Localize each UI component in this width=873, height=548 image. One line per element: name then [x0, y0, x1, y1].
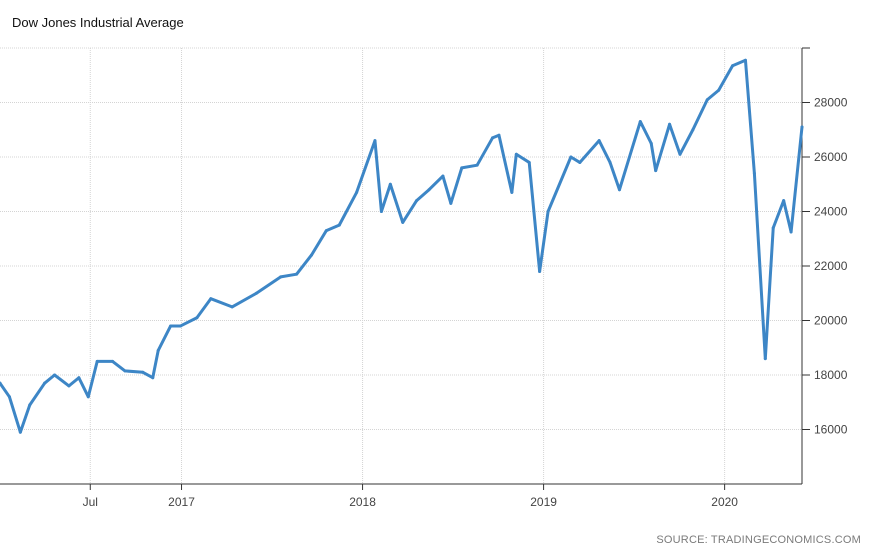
data-point [717, 88, 721, 92]
data-point [510, 190, 514, 194]
data-point [415, 199, 419, 203]
x-tick-label: 2018 [349, 495, 376, 509]
data-point [373, 139, 377, 143]
data-point [441, 174, 445, 178]
x-tick-label: 2019 [530, 495, 557, 509]
data-point [151, 376, 155, 380]
data-point [427, 188, 431, 192]
data-point [546, 210, 550, 213]
data-point [475, 163, 479, 167]
data-point [195, 316, 199, 320]
y-tick-label: 28000 [814, 96, 848, 110]
data-point [67, 384, 71, 388]
data-point [514, 152, 518, 156]
data-point [763, 357, 767, 361]
data-point [597, 139, 601, 143]
data-point [53, 373, 57, 377]
data-point [43, 381, 47, 385]
data-point [538, 269, 542, 273]
data-point [771, 226, 775, 230]
y-tick-label: 20000 [814, 314, 848, 328]
y-tick-label: 18000 [814, 368, 848, 382]
data-point [379, 210, 383, 213]
y-tick-label: 24000 [814, 205, 848, 219]
data-point [668, 122, 672, 126]
data-point [497, 133, 501, 137]
y-tick-label: 16000 [814, 423, 848, 437]
data-point [691, 128, 695, 132]
data-point [388, 182, 392, 186]
series-layer [0, 58, 804, 434]
series-line [0, 58, 804, 434]
data-point [743, 58, 747, 62]
data-point [731, 64, 735, 68]
data-point [608, 160, 612, 164]
data-point [209, 297, 213, 301]
x-tick-label: Jul [83, 495, 98, 509]
chart-source: SOURCE: TRADINGECONOMICS.COM [656, 534, 861, 546]
data-point [401, 220, 405, 224]
data-point [649, 141, 653, 145]
chart-title: Dow Jones Industrial Average [12, 15, 184, 30]
data-point [141, 370, 145, 374]
data-point [578, 160, 582, 164]
data-point [279, 275, 283, 279]
data-point [355, 190, 359, 194]
tick-labels: 16000 18000 20000 22000 24000 26000 28000 Jul 20… [83, 96, 848, 510]
data-point [28, 403, 32, 407]
data-point [678, 152, 682, 156]
axes [0, 47, 810, 490]
data-point [337, 223, 341, 227]
data-point [254, 291, 258, 295]
data-point [156, 348, 160, 352]
data-point [169, 324, 173, 328]
data-point [111, 359, 115, 363]
x-tick-label: 2017 [168, 495, 195, 509]
data-point [569, 155, 573, 159]
data-point [295, 272, 299, 276]
y-tick-label: 26000 [814, 150, 848, 164]
data-point [617, 188, 621, 192]
data-point [800, 125, 804, 129]
data-point [309, 253, 313, 257]
data-point [789, 230, 793, 234]
data-point [230, 305, 234, 309]
data-point [324, 229, 328, 233]
data-point [95, 359, 99, 363]
data-point [654, 169, 658, 173]
data-point [179, 324, 183, 328]
data-point [77, 376, 81, 380]
data-point [752, 171, 756, 175]
data-point [0, 381, 2, 385]
grid-lines [0, 47, 802, 484]
data-point [491, 136, 495, 140]
data-point [782, 199, 786, 203]
data-point [527, 160, 531, 164]
data-point [449, 201, 453, 205]
data-point [18, 430, 22, 434]
data-point [123, 369, 127, 373]
data-point [705, 98, 709, 102]
x-tick-label: 2020 [711, 495, 738, 509]
data-point [460, 166, 464, 170]
data-point [638, 120, 642, 124]
data-point [86, 395, 90, 399]
y-tick-label: 22000 [814, 259, 848, 273]
data-point [7, 395, 11, 399]
